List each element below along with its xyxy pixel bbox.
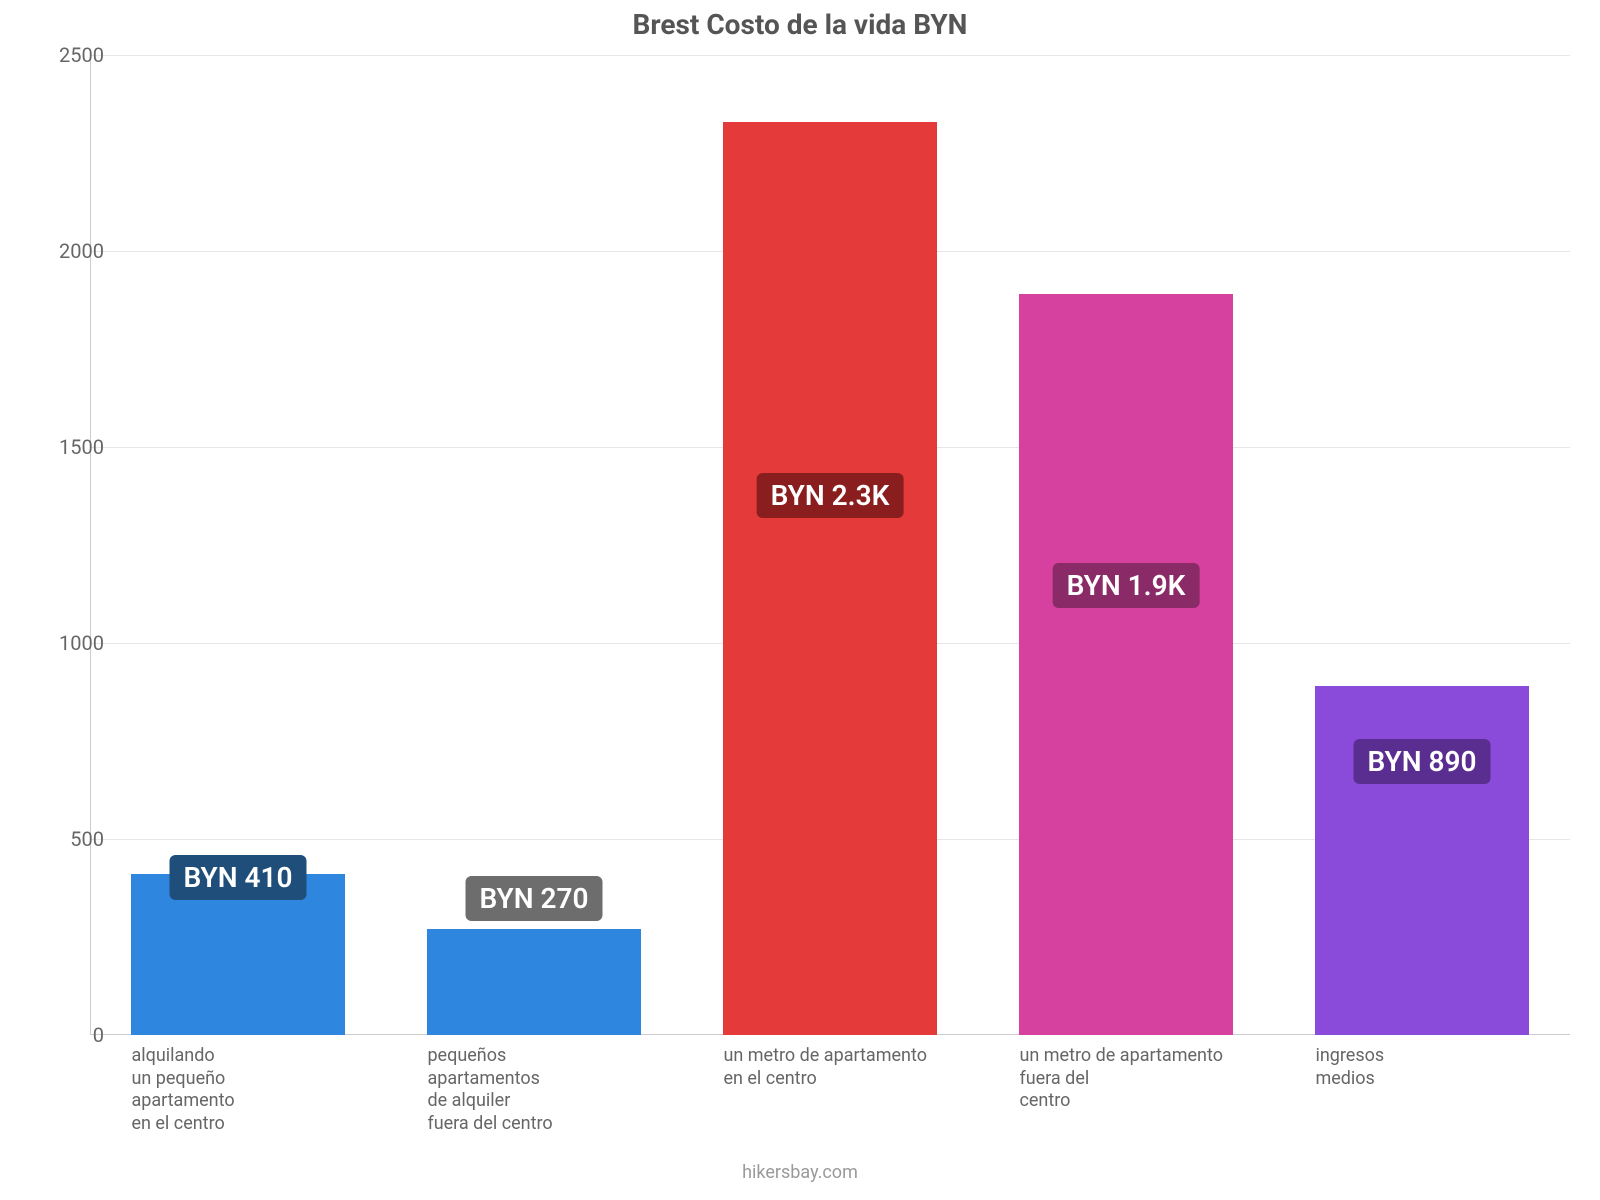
bar: BYN 2.3K <box>723 122 936 1035</box>
x-axis-label: ingresosmedios <box>1315 1045 1528 1090</box>
value-label: BYN 410 <box>169 855 306 900</box>
plot-area: BYN 410 BYN 270 BYN 2.3K BYN 1.9K BYN 890 <box>90 55 1570 1035</box>
bar: BYN 410 <box>131 874 344 1035</box>
y-tick-label: 1000 <box>59 631 104 655</box>
cost-of-living-chart: Brest Costo de la vida BYN BYN 410 BYN 27… <box>0 0 1600 1200</box>
y-tick-label: 2000 <box>59 239 104 263</box>
y-tick-label: 2500 <box>59 43 104 67</box>
x-axis-label: alquilandoun pequeñoapartamentoen el cen… <box>131 1045 344 1135</box>
chart-title: Brest Costo de la vida BYN <box>0 8 1600 41</box>
bar: BYN 270 <box>427 929 640 1035</box>
bar: BYN 1.9K <box>1019 294 1232 1035</box>
bar: BYN 890 <box>1315 686 1528 1035</box>
value-label: BYN 890 <box>1353 739 1490 784</box>
value-label: BYN 270 <box>465 876 602 921</box>
y-tick-label: 500 <box>70 827 104 851</box>
y-tick-label: 1500 <box>59 435 104 459</box>
y-tick-label: 0 <box>93 1023 104 1047</box>
value-label: BYN 1.9K <box>1053 563 1200 608</box>
bars-container: BYN 410 BYN 270 BYN 2.3K BYN 1.9K BYN 890 <box>90 55 1570 1035</box>
credit-text: hikersbay.com <box>0 1162 1600 1183</box>
value-label: BYN 2.3K <box>757 473 904 518</box>
x-axis-label: un metro de apartamentofuera delcentro <box>1019 1045 1232 1113</box>
x-axis-label: pequeñosapartamentosde alquilerfuera del… <box>427 1045 640 1135</box>
x-axis-label: un metro de apartamentoen el centro <box>723 1045 936 1090</box>
